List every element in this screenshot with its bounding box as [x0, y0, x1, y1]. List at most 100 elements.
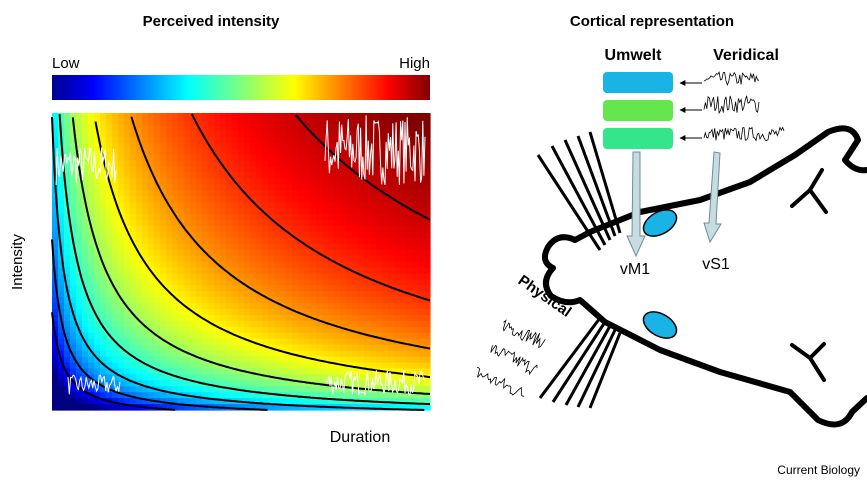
heat-cell [220, 125, 227, 132]
heat-cell [124, 327, 131, 334]
heat-cell [370, 238, 377, 245]
heat-cell [268, 267, 275, 274]
heat-cell [214, 178, 221, 185]
heat-cell [202, 184, 209, 191]
heat-cell [118, 279, 125, 286]
heat-cell [76, 303, 83, 310]
heat-cell [232, 137, 239, 144]
heat-cell [256, 250, 263, 257]
heat-cell [346, 178, 353, 185]
heat-cell [388, 214, 395, 221]
heat-cell [250, 273, 257, 280]
heat-cell [244, 220, 251, 227]
heat-cell [208, 214, 215, 221]
heat-cell [178, 137, 185, 144]
heat-cell [94, 279, 101, 286]
heat-cell [214, 232, 221, 239]
heat-cell [166, 333, 173, 340]
heat-cell [136, 333, 143, 340]
heat-cell [310, 238, 317, 245]
heat-cell [106, 345, 113, 352]
heat-cell [352, 262, 359, 269]
heat-cell [136, 374, 143, 381]
heat-cell [268, 362, 275, 369]
heat-cell [268, 143, 275, 150]
heat-cell [286, 256, 293, 263]
heat-cell [142, 279, 149, 286]
heat-cell [298, 262, 305, 269]
heat-cell [94, 297, 101, 304]
heat-cell [130, 178, 137, 185]
heat-cell [316, 226, 323, 233]
heat-cell [286, 137, 293, 144]
heat-cell [88, 256, 95, 263]
heat-cell [190, 339, 197, 346]
heat-cell [106, 392, 113, 399]
heat-cell [52, 232, 59, 239]
heat-cell [154, 149, 161, 156]
heat-cell [232, 155, 239, 162]
heat-cell [124, 202, 131, 209]
heat-cell [328, 250, 335, 257]
heat-cell [298, 166, 305, 173]
heat-cell [130, 155, 137, 162]
heat-cell [304, 368, 311, 375]
heat-cell [100, 137, 107, 144]
heat-cell [268, 368, 275, 375]
heat-cell [160, 380, 167, 387]
heat-cell [364, 250, 371, 257]
heat-cell [376, 273, 383, 280]
heat-cell [154, 285, 161, 292]
heat-cell [94, 303, 101, 310]
heat-cell [328, 327, 335, 334]
heat-cell [232, 250, 239, 257]
heat-cell [202, 297, 209, 304]
heat-cell [364, 285, 371, 292]
heat-cell [172, 273, 179, 280]
heat-cell [70, 291, 77, 298]
heat-cell [364, 291, 371, 298]
heat-cell [190, 220, 197, 227]
heat-cell [58, 380, 65, 387]
heat-cell [352, 238, 359, 245]
heat-cell [406, 303, 413, 310]
heat-cell [400, 262, 407, 269]
heat-cell [250, 357, 257, 364]
heat-cell [244, 232, 251, 239]
heat-cell [196, 172, 203, 179]
heat-cell [382, 351, 389, 358]
heat-cell [202, 202, 209, 209]
physical-trace [473, 366, 528, 400]
heat-cell [172, 119, 179, 126]
heat-cell [268, 155, 275, 162]
heat-cell [202, 155, 209, 162]
heat-cell [196, 113, 203, 120]
heat-cell [94, 220, 101, 227]
heat-cell [82, 119, 89, 126]
heat-cell [316, 172, 323, 179]
heat-cell [316, 273, 323, 280]
heat-cell [292, 161, 299, 168]
heat-cell [136, 184, 143, 191]
heat-cell [298, 208, 305, 215]
heat-cell [130, 184, 137, 191]
heat-cell [340, 392, 347, 399]
heat-cell [232, 190, 239, 197]
heat-cell [94, 178, 101, 185]
heat-cell [298, 143, 305, 150]
heat-cell [376, 297, 383, 304]
heat-cell [310, 297, 317, 304]
heat-cell [394, 190, 401, 197]
heat-cell [154, 357, 161, 364]
heat-cell [88, 398, 95, 405]
heat-cell [238, 166, 245, 173]
heat-cell [226, 143, 233, 150]
heat-cell [172, 285, 179, 292]
heat-cell [196, 374, 203, 381]
heat-cell [190, 184, 197, 191]
heat-cell [148, 155, 155, 162]
heat-cell [88, 321, 95, 328]
heat-cell [262, 178, 269, 185]
heat-cell [64, 315, 71, 322]
heat-cell [268, 131, 275, 138]
